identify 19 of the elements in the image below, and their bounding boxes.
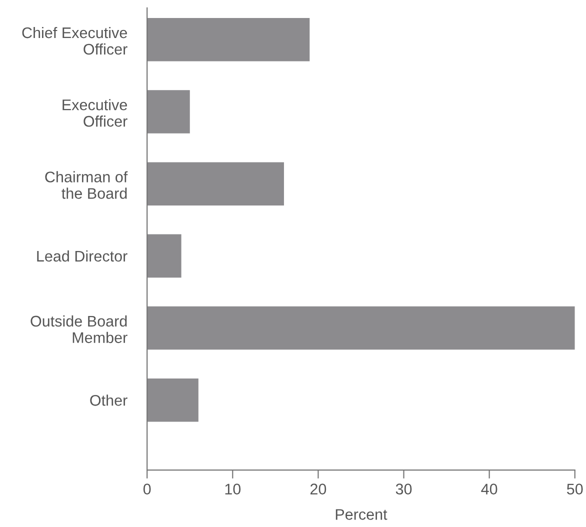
x-axis-title: Percent (336, 509, 388, 520)
bar (147, 306, 575, 350)
x-tick-label: 20 (310, 484, 326, 494)
bar (147, 378, 198, 422)
y-tick-label: Outside Board Member (30, 315, 128, 344)
x-tick-label: 0 (143, 484, 151, 494)
bar (147, 18, 310, 62)
x-tick-label: 30 (396, 484, 412, 494)
y-tick-label: Chief Executive Officer (22, 26, 128, 55)
y-tick-label: Other (90, 394, 128, 406)
bar (147, 90, 190, 134)
y-tick-label: Executive Officer (62, 99, 128, 127)
x-tick-label: 50 (566, 484, 583, 494)
bar (147, 162, 284, 206)
bar (147, 234, 182, 278)
y-tick-label: Lead Director (37, 250, 128, 262)
x-tick-label: 10 (225, 484, 241, 494)
y-tick-label: Chairman of the Board (45, 171, 128, 199)
x-tick-label: 40 (481, 484, 498, 494)
